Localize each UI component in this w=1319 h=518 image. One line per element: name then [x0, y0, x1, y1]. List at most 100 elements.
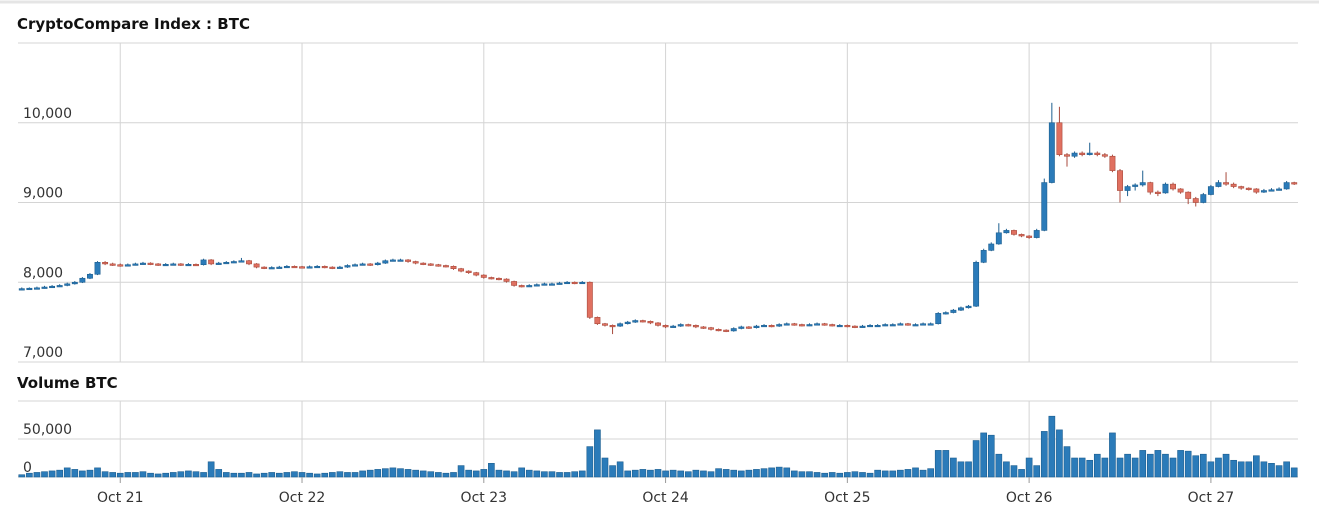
- volume-bar: [563, 472, 571, 478]
- candle-body: [730, 328, 737, 332]
- volume-bar: [245, 472, 253, 478]
- candle-body: [556, 282, 563, 285]
- volume-bar: [881, 470, 889, 478]
- volume-bar: [147, 472, 154, 478]
- candle-body: [867, 325, 874, 328]
- volume-bar: [1010, 465, 1018, 478]
- candle-body: [1086, 152, 1093, 155]
- volume-bar: [904, 469, 912, 478]
- volume-bar: [722, 469, 730, 478]
- volume-bar: [707, 471, 715, 478]
- volume-bar: [200, 472, 207, 478]
- volume-bar: [298, 472, 306, 478]
- x-tick-label: Oct 22: [279, 490, 325, 506]
- volume-bar: [1018, 469, 1025, 478]
- candle-body: [336, 266, 343, 269]
- volume-bar: [222, 472, 230, 478]
- candle-body: [420, 262, 427, 265]
- volume-bar: [1086, 459, 1094, 478]
- candle-body: [715, 329, 722, 332]
- candle-body: [1094, 152, 1101, 155]
- candle-body: [1215, 182, 1222, 187]
- candle-body: [1003, 230, 1010, 234]
- candle-body: [533, 284, 540, 287]
- volume-bar: [230, 472, 238, 478]
- candle-body: [147, 262, 154, 265]
- volume-bar: [571, 471, 579, 478]
- volume-bar: [669, 469, 677, 478]
- x-tick-label: Oct 23: [461, 490, 507, 506]
- volume-bar: [1245, 461, 1253, 478]
- volume-bar: [828, 472, 836, 478]
- volume-bar: [1199, 453, 1207, 478]
- volume-bar: [1109, 432, 1116, 478]
- volume-bar: [1253, 455, 1260, 478]
- volume-bar: [374, 469, 382, 478]
- volume-bar: [359, 470, 366, 478]
- volume-bar: [965, 461, 972, 478]
- candle-body: [942, 312, 949, 315]
- candle-body: [1011, 230, 1017, 235]
- y-tick-label: 7,000: [23, 345, 63, 361]
- volume-bar: [859, 472, 866, 478]
- candle-body: [617, 323, 624, 327]
- volume-bar: [1003, 461, 1010, 478]
- volume-bar: [912, 467, 919, 478]
- candle-body: [526, 285, 533, 288]
- volume-bar: [275, 472, 283, 478]
- volume-bar: [215, 469, 223, 478]
- candle-body: [859, 325, 866, 328]
- volume-bar: [1048, 415, 1056, 478]
- volume-bar: [662, 470, 669, 478]
- candle-body: [1139, 182, 1146, 186]
- volume-bar: [851, 471, 859, 478]
- candle-body: [791, 323, 798, 326]
- candle-body: [980, 250, 987, 263]
- volume-bar: [26, 472, 33, 478]
- candle-body: [155, 263, 162, 266]
- candle-body: [1276, 188, 1283, 191]
- candle-body: [488, 277, 495, 280]
- candle-body: [64, 283, 71, 286]
- y-tick-label: 9,000: [23, 186, 63, 202]
- volume-bar: [972, 440, 980, 478]
- volume-bar: [791, 470, 798, 478]
- volume-bar: [987, 434, 995, 478]
- candle-body: [995, 232, 1002, 245]
- candle-body: [700, 326, 707, 329]
- volume-bar: [328, 472, 336, 478]
- candle-body: [389, 259, 396, 262]
- volume-bar: [63, 467, 71, 478]
- volume-bar: [450, 472, 457, 478]
- candle-body: [950, 309, 957, 313]
- volume-bar: [101, 471, 109, 478]
- candle-body: [480, 274, 487, 278]
- volume-bar: [124, 472, 132, 478]
- volume-bar: [1154, 450, 1162, 478]
- volume-bar: [1268, 463, 1275, 478]
- volume-bar: [525, 469, 533, 478]
- candle-body: [140, 262, 146, 265]
- candle-body: [1064, 154, 1070, 157]
- volume-bar: [472, 470, 480, 478]
- candle-body: [177, 263, 184, 266]
- candle-body: [745, 326, 752, 329]
- x-tick-label: Oct 21: [97, 490, 143, 506]
- volume-bar: [139, 471, 147, 478]
- volume-bar: [1146, 453, 1154, 478]
- volume-bar: [86, 469, 94, 478]
- candle-body: [1048, 122, 1055, 183]
- candle-body: [662, 325, 669, 328]
- x-tick-label: Oct 26: [1006, 490, 1053, 506]
- volume-bar: [132, 472, 139, 478]
- candle-body: [170, 263, 177, 266]
- volume-bar: [578, 470, 586, 478]
- candle-body: [1200, 194, 1207, 203]
- candle-body: [1101, 154, 1108, 157]
- volume-bar: [624, 470, 632, 478]
- volume-bar: [116, 472, 124, 478]
- volume-bar: [488, 463, 495, 478]
- volume-bar: [336, 471, 344, 478]
- candle-body: [851, 325, 858, 328]
